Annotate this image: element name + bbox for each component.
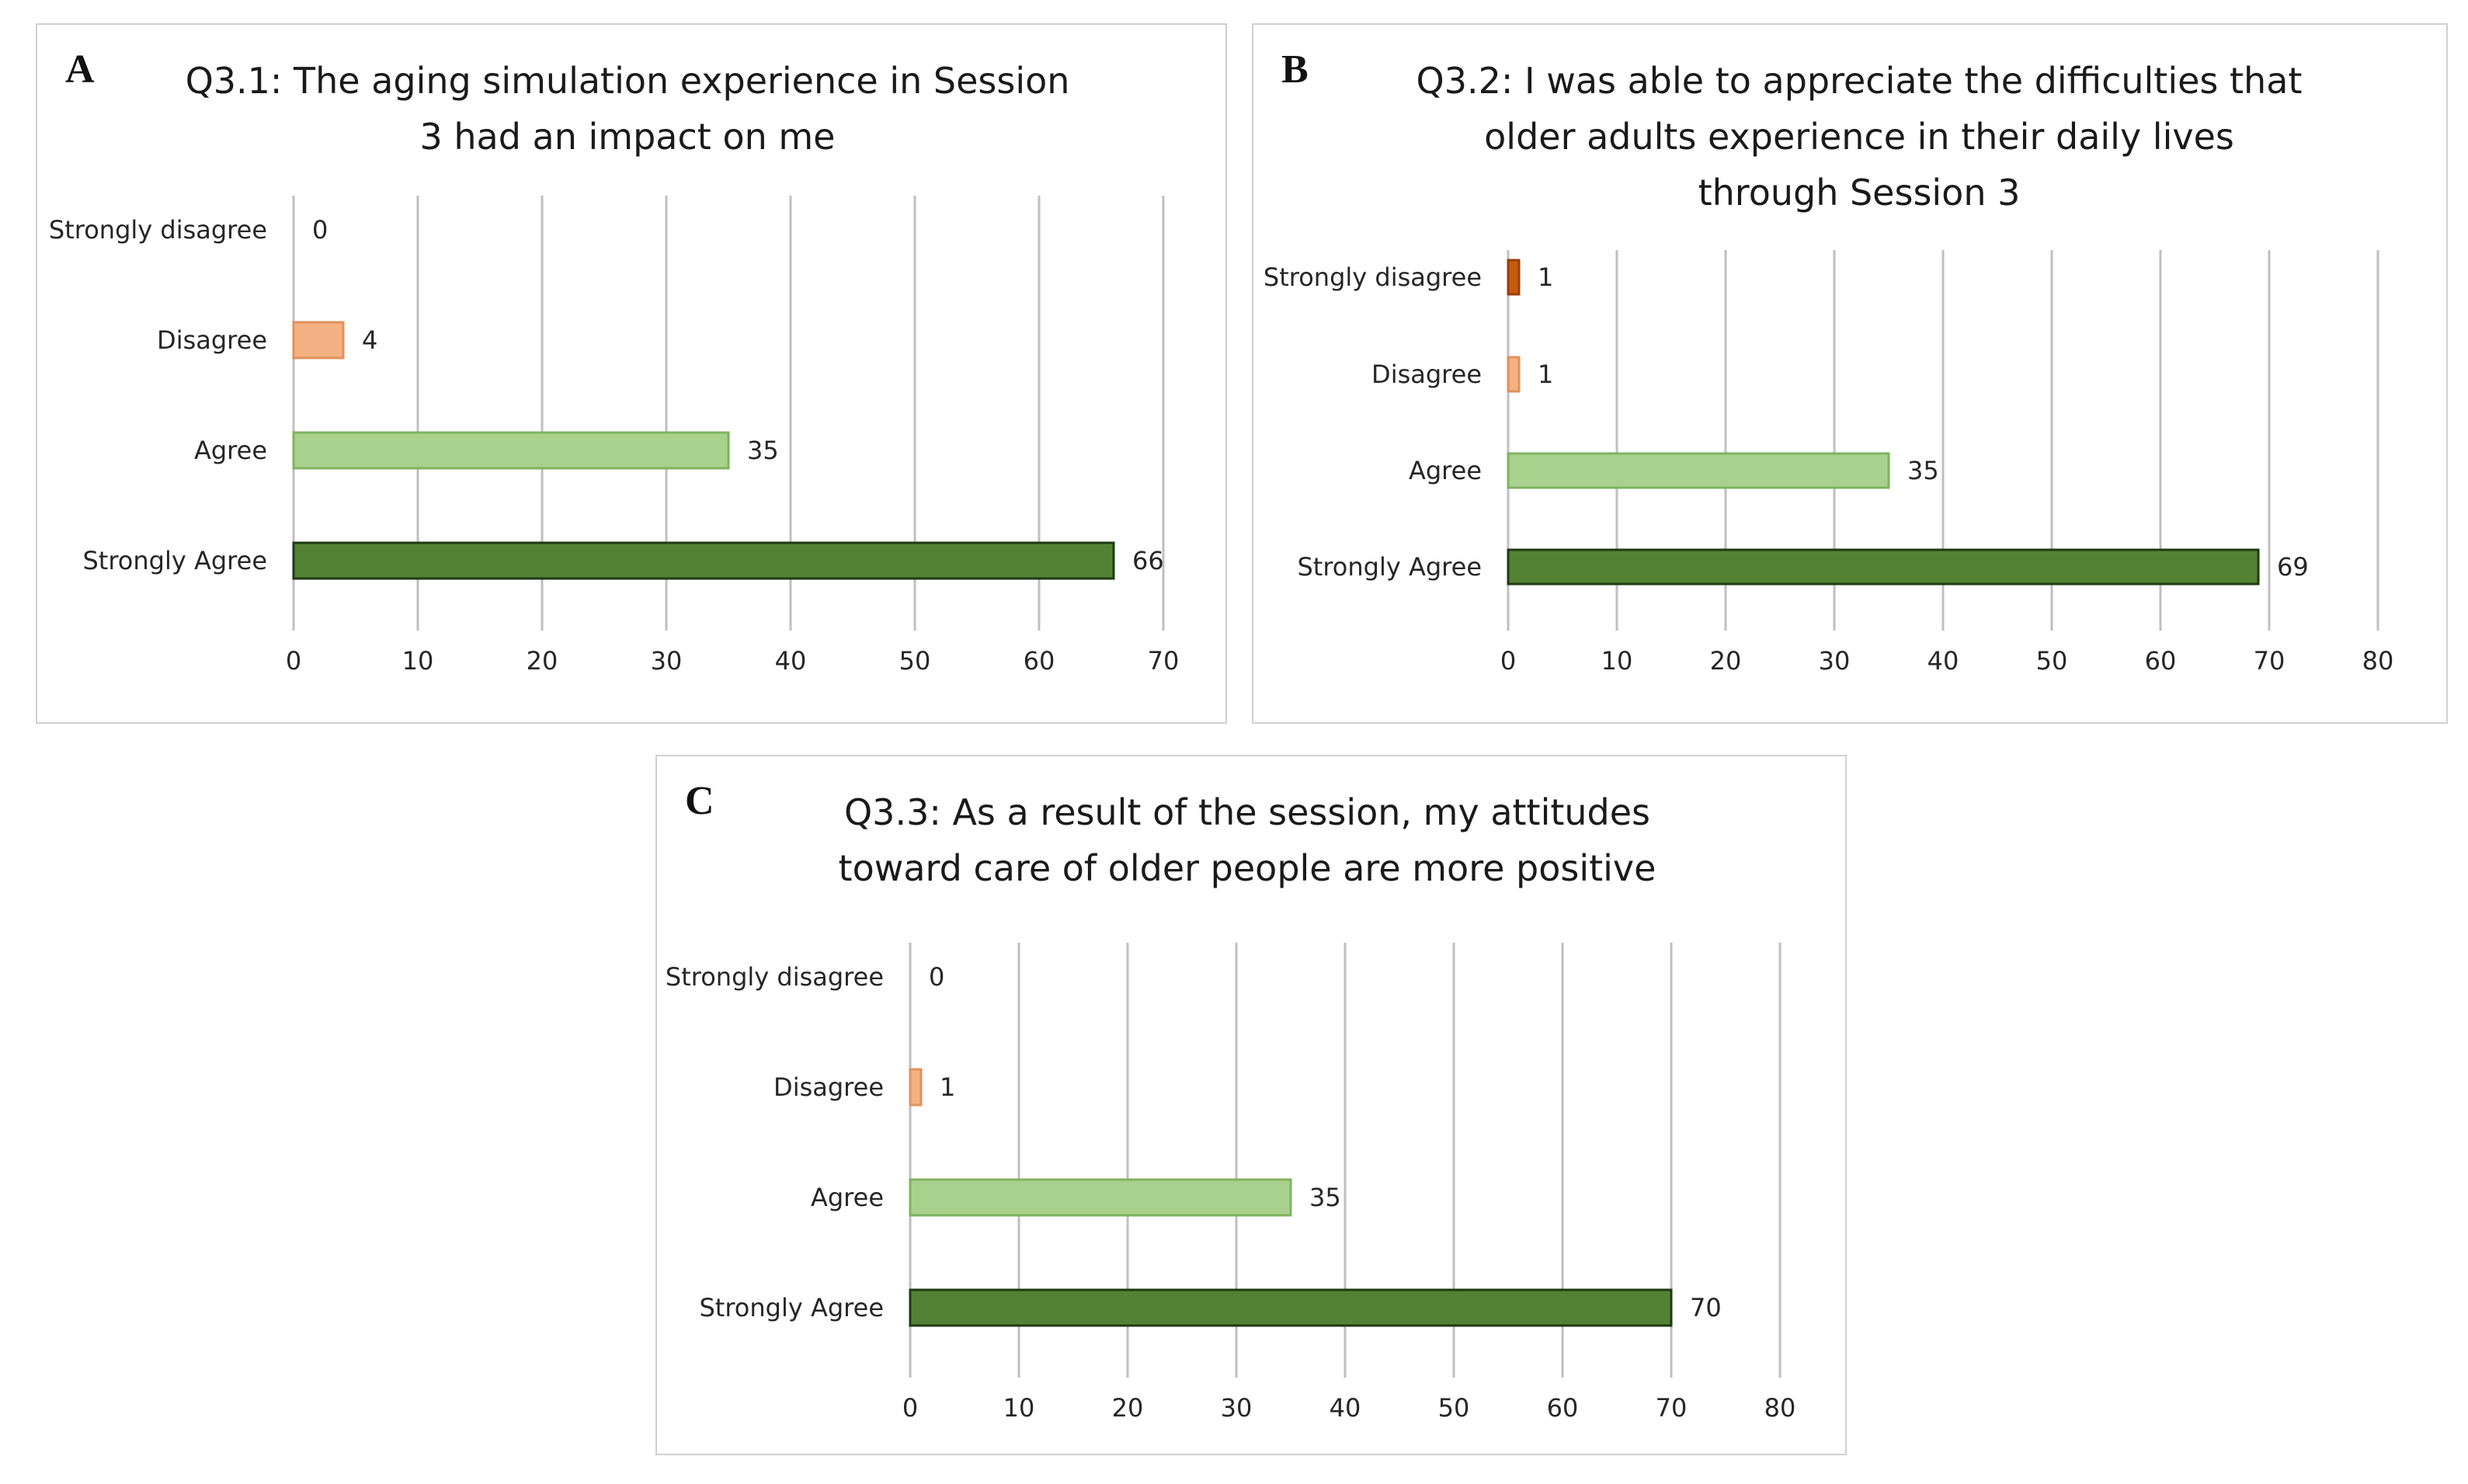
- x-tick-label-a-10: 10: [402, 646, 434, 676]
- value-label-c-strongly-disagree: 0: [929, 962, 944, 992]
- category-label-a-disagree: Disagree: [157, 325, 267, 355]
- x-tick-label-b-80: 80: [2362, 646, 2394, 676]
- x-tick-label-b-50: 50: [2036, 646, 2068, 676]
- x-tick-label-a-60: 60: [1024, 646, 1055, 676]
- category-label-b-agree: Agree: [1409, 456, 1482, 485]
- x-tick-label-a-30: 30: [651, 646, 683, 676]
- category-label-c-agree: Agree: [811, 1183, 884, 1212]
- category-label-c-strongly-agree: Strongly Agree: [699, 1293, 884, 1322]
- x-tick-label-b-40: 40: [1927, 646, 1959, 676]
- category-label-a-agree: Agree: [194, 436, 267, 465]
- bar-b-strongly-disagree: [1507, 259, 1521, 296]
- x-tick-label-c-50: 50: [1438, 1393, 1470, 1423]
- chart-title-b-line-3: through Session 3: [1698, 172, 2021, 214]
- value-label-c-agree: 35: [1309, 1183, 1341, 1212]
- bar-b-disagree: [1507, 356, 1521, 393]
- x-tick-label-c-40: 40: [1330, 1393, 1361, 1423]
- x-tick-label-c-60: 60: [1547, 1393, 1579, 1423]
- chart-panel-c: C Q3.3: As a result of the session, my a…: [655, 755, 1847, 1455]
- x-tick-label-c-10: 10: [1003, 1393, 1035, 1423]
- value-label-a-strongly-disagree: 0: [312, 215, 328, 245]
- bar-c-disagree: [909, 1068, 923, 1107]
- value-label-b-agree: 35: [1907, 456, 1939, 485]
- x-tick-label-b-70: 70: [2254, 646, 2286, 676]
- x-tick-label-b-30: 30: [1819, 646, 1851, 676]
- chart-title-c-line-2: toward care of older people are more pos…: [838, 847, 1656, 889]
- x-tick-label-c-30: 30: [1221, 1393, 1253, 1423]
- x-tick-label-a-20: 20: [527, 646, 558, 676]
- category-label-a-strongly-disagree: Strongly disagree: [49, 215, 267, 245]
- value-label-b-strongly-disagree: 1: [1538, 262, 1553, 292]
- category-label-a-strongly-agree: Strongly Agree: [82, 546, 267, 575]
- panel-letter-a: A: [65, 47, 95, 92]
- bar-a-disagree: [292, 321, 345, 360]
- value-label-c-strongly-agree: 70: [1690, 1293, 1722, 1322]
- x-tick-label-c-80: 80: [1764, 1393, 1796, 1423]
- x-tick-label-a-70: 70: [1148, 646, 1180, 676]
- x-tick-label-c-20: 20: [1112, 1393, 1144, 1423]
- chart-plot-b: 0 10 20 30 40 50 60 70 80 Strongly disagree 1 Disag…: [1264, 250, 2394, 676]
- chart-title-b-line-1: Q3.2: I was able to appreciate the diffi…: [1416, 60, 2303, 102]
- bar-a-strongly-agree: [292, 541, 1115, 580]
- chart-title-a: Q3.1: The aging simulation experience in…: [146, 53, 1109, 165]
- x-tick-label-b-0: 0: [1500, 646, 1516, 676]
- value-label-a-agree: 35: [747, 436, 779, 465]
- bar-c-strongly-agree: [909, 1288, 1673, 1327]
- x-tick-label-a-40: 40: [775, 646, 807, 676]
- x-tick-label-c-70: 70: [1656, 1393, 1688, 1423]
- panel-letter-b: B: [1281, 47, 1309, 92]
- chart-plot-a: 0 10 20 30 40 50 60 70 Strongly disagree 0 Disagre…: [49, 196, 1180, 676]
- value-label-a-disagree: 4: [362, 325, 377, 355]
- category-label-b-strongly-disagree: Strongly disagree: [1264, 262, 1482, 292]
- x-tick-label-b-60: 60: [2145, 646, 2177, 676]
- x-tick-label-c-0: 0: [902, 1393, 918, 1423]
- chart-title-c: Q3.3: As a result of the session, my att…: [766, 784, 1729, 896]
- bar-c-agree: [909, 1178, 1292, 1217]
- bar-b-agree: [1507, 452, 1890, 489]
- bar-b-strongly-agree: [1507, 548, 2260, 586]
- category-label-b-disagree: Disagree: [1371, 360, 1482, 389]
- value-label-b-disagree: 1: [1538, 360, 1553, 389]
- category-label-b-strongly-agree: Strongly Agree: [1297, 552, 1482, 582]
- bar-a-agree: [292, 431, 730, 470]
- chart-title-a-line-2: 3 had an impact on me: [419, 116, 836, 158]
- chart-panel-a: A Q3.1: The aging simulation experience …: [36, 23, 1227, 724]
- chart-title-b: Q3.2: I was able to appreciate the diffi…: [1347, 53, 2372, 221]
- x-tick-label-a-0: 0: [286, 646, 301, 676]
- value-label-c-disagree: 1: [940, 1072, 955, 1102]
- category-label-c-strongly-disagree: Strongly disagree: [666, 962, 884, 992]
- chart-plot-c: 0 10 20 30 40 50 60 70 80 Strongly disagree 0 Disag…: [666, 943, 1796, 1423]
- x-tick-label-b-10: 10: [1601, 646, 1633, 676]
- chart-panel-b: B Q3.2: I was able to appreciate the dif…: [1252, 23, 2448, 724]
- panel-letter-c: C: [685, 779, 714, 823]
- chart-title-a-line-1: Q3.1: The aging simulation experience in…: [185, 60, 1070, 102]
- chart-title-c-line-1: Q3.3: As a result of the session, my att…: [843, 791, 1651, 833]
- category-label-c-disagree: Disagree: [773, 1072, 884, 1102]
- value-label-b-strongly-agree: 69: [2277, 552, 2309, 582]
- x-tick-label-a-50: 50: [899, 646, 931, 676]
- x-tick-label-b-20: 20: [1710, 646, 1742, 676]
- value-label-a-strongly-agree: 66: [1132, 546, 1164, 575]
- chart-title-b-line-2: older adults experience in their daily l…: [1484, 116, 2234, 158]
